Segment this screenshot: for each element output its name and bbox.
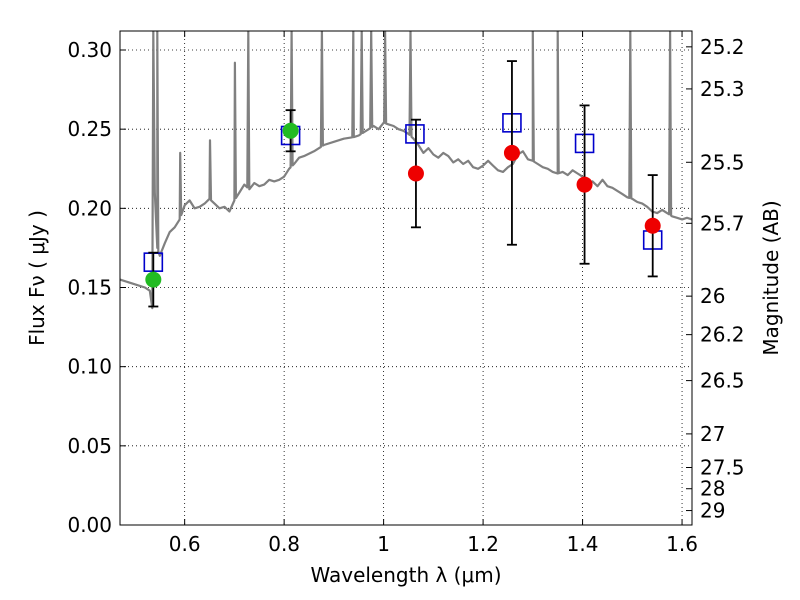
mag-tick-label: 25.5 xyxy=(700,150,745,174)
x-tick-label: 1 xyxy=(377,532,390,556)
photometry-point xyxy=(644,217,661,234)
mag-tick-label: 29 xyxy=(700,499,725,523)
y2-axis-label: Magnitude (AB) xyxy=(759,200,783,355)
mag-tick-label: 27.5 xyxy=(700,456,745,480)
mag-tick-label: 25.2 xyxy=(700,35,745,59)
mag-tick-label: 28 xyxy=(700,477,725,501)
x-tick-label: 1.6 xyxy=(666,532,698,556)
y-tick-label: 0.10 xyxy=(67,355,112,379)
y-tick-label: 0.25 xyxy=(67,117,112,141)
mag-tick-label: 26.5 xyxy=(700,369,745,393)
plot-frame xyxy=(119,30,693,526)
photometry-point xyxy=(145,271,162,288)
y-tick-label: 0.00 xyxy=(67,513,112,537)
x-tick-label: 1.4 xyxy=(567,532,599,556)
x-axis-label: Wavelength λ (μm) xyxy=(310,563,501,587)
y-tick-label: 0.20 xyxy=(67,196,112,220)
axis-ticks: 0.6 0.8 1 1.2 1.4 1.6 0.00 0.05 0.10 0.15 0.20 0.25… xyxy=(67,31,745,556)
photometry-point xyxy=(576,176,593,193)
y-tick-label: 0.15 xyxy=(67,276,112,300)
photometry-point xyxy=(503,144,520,161)
x-tick-label: 0.8 xyxy=(268,532,300,556)
y-tick-label: 0.05 xyxy=(67,434,112,458)
mag-tick-label: 26.2 xyxy=(700,323,745,347)
mag-tick-label: 25.7 xyxy=(700,211,745,235)
mag-tick-label: 26 xyxy=(700,284,725,308)
photometry-point xyxy=(282,122,299,139)
mag-tick-label: 27 xyxy=(700,422,725,446)
model-square-marker xyxy=(405,124,425,144)
mag-tick-label: 25.3 xyxy=(700,77,745,101)
x-tick-label: 0.6 xyxy=(169,532,201,556)
x-tick-label: 1.2 xyxy=(467,532,499,556)
y-axis-label: Flux Fν ( μJy ) xyxy=(25,210,49,346)
y-tick-label: 0.30 xyxy=(67,38,112,62)
photometry-point xyxy=(407,165,424,182)
plot-area xyxy=(120,31,692,310)
